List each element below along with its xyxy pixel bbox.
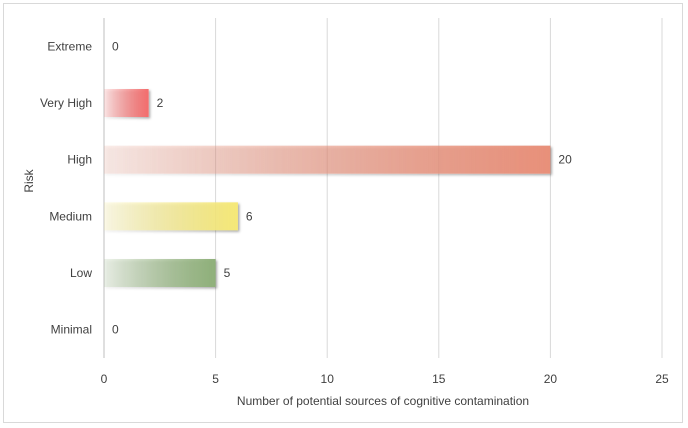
x-tick-label-20: 20 [544,372,558,386]
x-tick-label-25: 25 [655,372,669,386]
data-label-medium: 6 [246,209,253,223]
data-label-low: 5 [224,266,231,280]
category-label-very-high: Very High [40,96,92,110]
category-label-high: High [67,153,92,167]
x-tick-labels: 0 5 10 15 20 25 [101,372,669,386]
x-tick-label-10: 10 [321,372,335,386]
category-label-low: Low [70,266,92,280]
data-label-minimal: 0 [112,323,119,337]
grid-lines [103,18,663,358]
y-axis-title: Risk [22,168,36,192]
data-labels: 0 2 20 6 5 0 [112,39,572,336]
bar-very-high [104,89,149,117]
bars [104,89,551,287]
x-axis-title: Number of potential sources of cognitive… [237,394,529,408]
x-tick-label-5: 5 [212,372,219,386]
category-label-extreme: Extreme [47,39,92,53]
x-tick-label-15: 15 [432,372,446,386]
bar-medium [104,202,238,231]
data-label-high: 20 [558,153,572,167]
data-label-extreme: 0 [112,39,119,53]
category-labels: Extreme Very High High Medium Low Minimal [40,39,92,336]
category-label-minimal: Minimal [51,323,92,337]
x-tick-label-0: 0 [101,372,108,386]
bar-high [104,145,551,174]
bar-low [104,259,216,287]
data-label-very-high: 2 [157,96,164,110]
category-label-medium: Medium [49,209,92,223]
